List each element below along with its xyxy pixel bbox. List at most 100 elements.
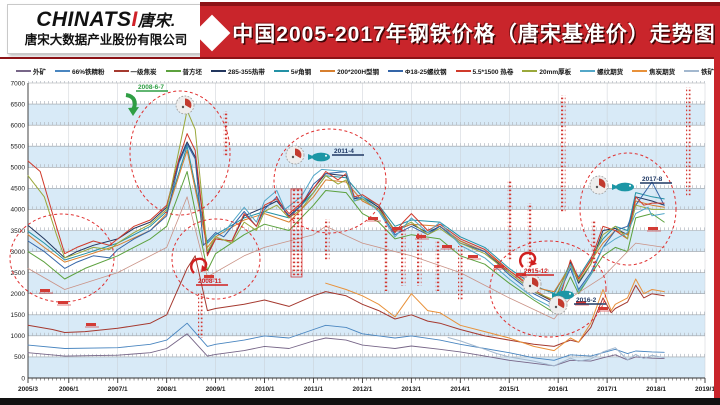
event-date-label: 2008-11 xyxy=(198,278,222,285)
badge-icon xyxy=(589,175,609,195)
price-callout xyxy=(368,217,378,220)
legend-label: 普方坯 xyxy=(182,69,203,76)
band-row xyxy=(28,125,705,147)
legend-label: 5.5*1500 热卷 xyxy=(472,69,514,76)
series-line-4 xyxy=(27,141,665,303)
legend-label: Φ18-25螺纹钢 xyxy=(405,69,447,76)
x-tick-label: 2018/1 xyxy=(646,386,666,393)
page-title: 中国2005-2017年钢铁价格（唐宋基准价）走势图 xyxy=(232,22,716,46)
series-line-11 xyxy=(325,278,665,352)
whale-icon xyxy=(308,152,330,162)
legend: 外矿 66%铁精粉 一级焦炭 普方坯 285-355热带 5#角钢 200*200H型钢 Φ1… xyxy=(16,63,720,79)
series-line-5 xyxy=(27,145,665,295)
price-callout xyxy=(58,301,68,304)
header: CHINATSI唐宋. 唐宋大数据产业股份有限公司 中国2005-2017年钢铁… xyxy=(0,0,720,63)
event-note-strip xyxy=(561,95,566,213)
legend-label: 66%铁精粉 xyxy=(72,69,105,76)
band-row xyxy=(28,356,705,378)
legend-swatch xyxy=(580,70,596,72)
legend-item-8: 5.5*1500 热卷 xyxy=(455,66,514,76)
y-tick-label: 7000 xyxy=(11,81,26,87)
curl-red-icon xyxy=(190,257,208,274)
band-row xyxy=(28,335,705,357)
x-tick-label: 2012/1 xyxy=(352,386,372,393)
band-row xyxy=(28,230,705,252)
price-callout xyxy=(392,227,402,230)
legend-label: 20mm厚板 xyxy=(539,69,572,76)
plot-area: 7000 6500 6000 5500 5000 4500 4000 3500 3000 2500… xyxy=(0,81,714,399)
legend-label: 焦炭期货 xyxy=(649,69,676,76)
event-date-label: 2017-8 xyxy=(642,176,663,183)
right-red-border xyxy=(714,57,720,398)
legend-item-5: 5#角钢 xyxy=(273,66,311,76)
band-row xyxy=(28,83,705,105)
legend-item-7: Φ18-25螺纹钢 xyxy=(388,66,447,76)
y-tick-label: 4000 xyxy=(11,207,26,214)
legend-item-9: 20mm厚板 xyxy=(522,66,571,76)
x-tick-label: 2006/1 xyxy=(59,386,79,393)
series-line-2 xyxy=(27,255,665,347)
legend-swatch xyxy=(211,70,227,72)
y-tick-label: 500 xyxy=(14,354,25,361)
legend-label: 螺纹期货 xyxy=(597,69,624,76)
highlight-circle xyxy=(579,152,677,266)
band-row xyxy=(28,146,705,168)
series-line-1 xyxy=(27,322,665,361)
event-note-strip xyxy=(507,181,512,261)
y-tick-label: 5500 xyxy=(11,144,26,151)
highlight-circle xyxy=(9,213,115,303)
y-tick-label: 5000 xyxy=(11,165,26,172)
event-note-strip xyxy=(290,188,303,278)
badge-icon xyxy=(522,274,542,294)
y-tick-label: 6000 xyxy=(11,122,26,129)
event-note-strip xyxy=(458,246,463,301)
legend-item-11: 焦炭期货 xyxy=(632,66,675,76)
series-line-10 xyxy=(223,168,665,309)
legend-swatch xyxy=(113,70,129,72)
event-note-strip xyxy=(223,111,228,157)
band-row xyxy=(28,104,705,126)
x-tick-label: 2015/1 xyxy=(499,386,519,393)
title-banner: 中国2005-2017年钢铁价格（唐宋基准价）走势图 xyxy=(193,2,720,63)
legend-swatch xyxy=(632,70,648,72)
legend-swatch xyxy=(522,70,538,72)
x-tick-label: 2010/1 xyxy=(255,386,275,393)
highlight-circle xyxy=(489,240,607,338)
band-row xyxy=(28,251,705,273)
logo-cn: 唐宋. xyxy=(137,13,176,30)
series-line-0 xyxy=(27,333,665,367)
event-note-strip xyxy=(686,87,691,197)
y-tick-label: 0 xyxy=(21,375,25,382)
price-callout xyxy=(40,289,50,292)
price-callout xyxy=(468,255,478,258)
highlight-circle xyxy=(171,218,261,300)
event-date-label: 2008-6-7 xyxy=(138,84,164,91)
company-logo: CHINATSI唐宋. 唐宋大数据产业股份有限公司 xyxy=(7,4,205,54)
chart-panel: 外矿 66%铁精粉 一级焦炭 普方坯 285-355热带 5#角钢 200*200H型钢 Φ1… xyxy=(0,57,720,400)
price-callout xyxy=(204,275,214,278)
highlight-circle xyxy=(273,128,387,234)
legend-item-3: 普方坯 xyxy=(165,66,203,76)
legend-swatch xyxy=(55,70,70,72)
event-note-strip xyxy=(527,203,532,271)
x-tick-label: 2016/1 xyxy=(548,386,568,393)
legend-item-10: 螺纹期货 xyxy=(580,66,623,76)
x-tick-label: 2014/1 xyxy=(450,386,470,393)
x-tick-label: 2019/1 xyxy=(695,386,714,393)
x-tick-label: 2008/1 xyxy=(157,386,177,393)
legend-label: 200*200H型钢 xyxy=(337,69,380,76)
legend-item-2: 一级焦炭 xyxy=(113,66,157,76)
band-row xyxy=(28,314,705,336)
arrow-down-green-icon xyxy=(125,93,139,116)
whale-icon xyxy=(612,182,634,192)
x-tick-label: 2009/1 xyxy=(206,386,226,393)
curl-red-icon xyxy=(519,251,537,268)
badge-icon xyxy=(285,145,305,165)
event-note-strip xyxy=(591,221,596,273)
price-callout xyxy=(442,245,452,248)
y-tick-label: 1500 xyxy=(11,312,26,319)
legend-swatch xyxy=(16,70,31,72)
legend-swatch xyxy=(273,70,289,72)
logo-en: CHINATS xyxy=(36,8,132,31)
